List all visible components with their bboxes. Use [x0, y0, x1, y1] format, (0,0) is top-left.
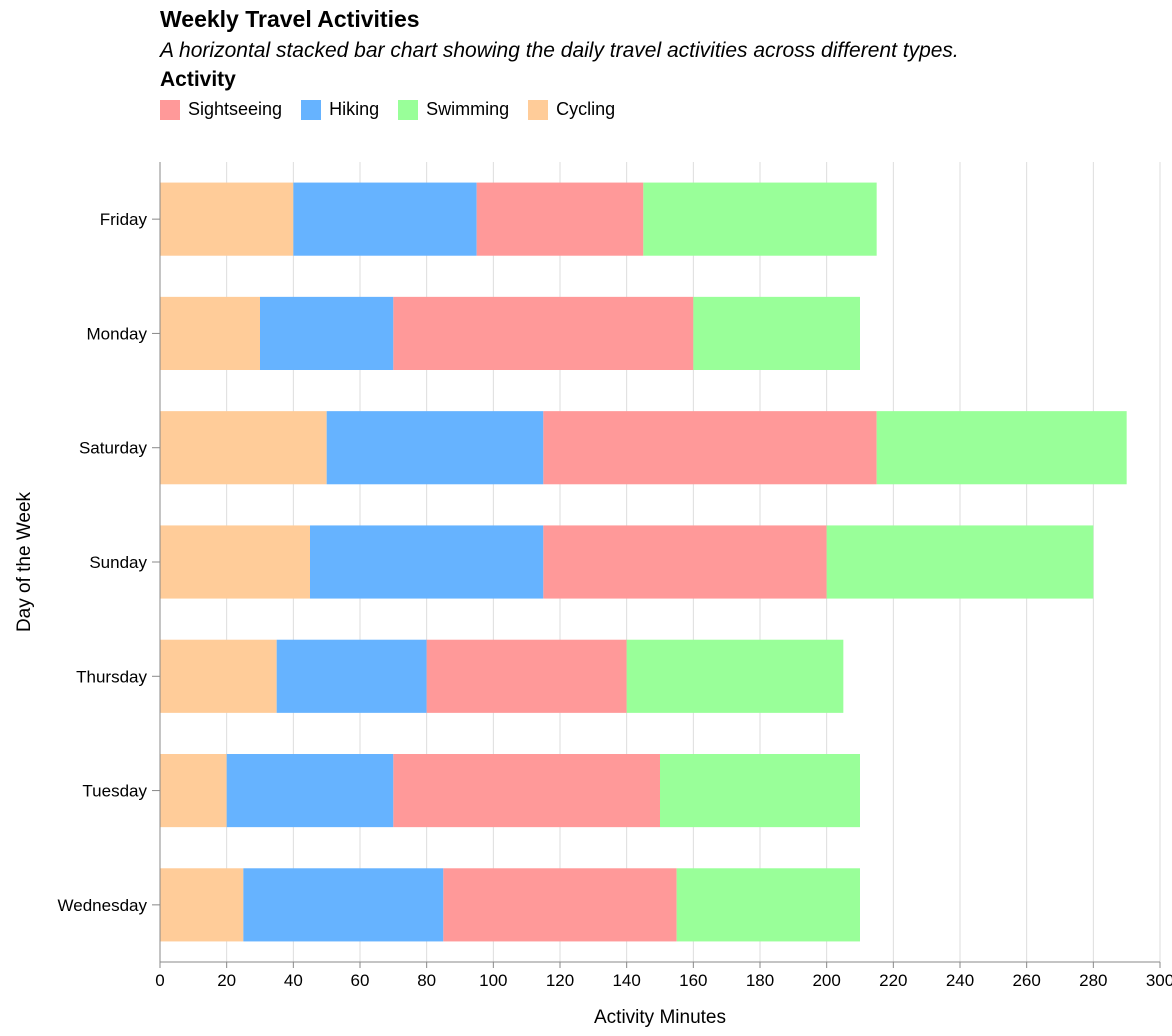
x-tick-label-200: 200 — [812, 971, 840, 990]
x-tick-label-220: 220 — [879, 971, 907, 990]
legend-swatch-swimming — [398, 99, 419, 120]
bar-thursday-cycling[interactable]: Thursday – Cycling: 35 — [160, 639, 277, 713]
legend-label-swimming: Swimming — [426, 99, 510, 119]
y-tick-label-wednesday: Wednesday — [58, 896, 148, 915]
bar-tuesday-swimming[interactable]: Tuesday – Swimming: 60 — [660, 754, 860, 828]
bars-layer: Friday – Cycling: 40Friday – Hiking: 55F… — [160, 182, 1127, 942]
legend-swatch-cycling — [528, 99, 549, 120]
legend-label-cycling: Cycling — [556, 99, 616, 119]
legend-item-cycling[interactable]: Cycling — [528, 99, 615, 120]
y-tick-label-friday: Friday — [100, 210, 148, 229]
x-axis-title: Activity Minutes — [594, 1007, 726, 1028]
x-tick-label-180: 180 — [746, 971, 774, 990]
x-tick-label-40: 40 — [284, 971, 303, 990]
bar-friday-cycling[interactable]: Friday – Cycling: 40 — [160, 182, 294, 256]
y-tick-label-thursday: Thursday — [76, 667, 147, 686]
bar-tuesday-sightseeing[interactable]: Tuesday – Sightseeing: 80 — [393, 754, 660, 828]
x-tick-label-0: 0 — [155, 971, 164, 990]
bar-thursday-hiking[interactable]: Thursday – Hiking: 45 — [276, 639, 427, 713]
chart-title: Weekly Travel Activities — [160, 6, 420, 32]
x-tick-label-20: 20 — [217, 971, 236, 990]
legend-label-hiking: Hiking — [329, 99, 380, 119]
x-tick-label-280: 280 — [1079, 971, 1107, 990]
bar-friday-hiking[interactable]: Friday – Hiking: 55 — [293, 182, 477, 256]
y-tick-label-tuesday: Tuesday — [82, 782, 147, 801]
y-tick-label-sunday: Sunday — [89, 553, 147, 572]
y-tick-label-monday: Monday — [87, 324, 148, 343]
chart-subtitle: A horizontal stacked bar chart showing t… — [160, 39, 959, 62]
legend-swatch-hiking — [301, 99, 322, 120]
y-tick-label-saturday: Saturday — [79, 439, 148, 458]
bar-wednesday-sightseeing[interactable]: Wednesday – Sightseeing: 70 — [443, 868, 677, 942]
bar-sunday-hiking[interactable]: Sunday – Hiking: 70 — [310, 525, 544, 599]
bar-wednesday-swimming[interactable]: Wednesday – Swimming: 55 — [676, 868, 860, 942]
y-axis-title: Day of the Week — [14, 491, 35, 632]
bar-friday-swimming[interactable]: Friday – Swimming: 70 — [643, 182, 877, 256]
bar-wednesday-hiking[interactable]: Wednesday – Hiking: 60 — [243, 868, 444, 942]
legend-label-sightseeing: Sightseeing — [188, 99, 283, 119]
bar-wednesday-cycling[interactable]: Wednesday – Cycling: 25 — [160, 868, 244, 942]
bar-monday-sightseeing[interactable]: Monday – Sightseeing: 90 — [393, 296, 694, 370]
legend-item-swimming[interactable]: Swimming — [398, 99, 509, 120]
bar-friday-sightseeing[interactable]: Friday – Sightseeing: 50 — [476, 182, 644, 256]
legend-item-sightseeing[interactable]: Sightseeing — [160, 99, 282, 120]
bar-sunday-sightseeing[interactable]: Sunday – Sightseeing: 85 — [543, 525, 827, 599]
bar-saturday-hiking[interactable]: Saturday – Hiking: 65 — [326, 411, 544, 485]
bar-thursday-swimming[interactable]: Thursday – Swimming: 65 — [626, 639, 844, 713]
bar-monday-hiking[interactable]: Monday – Hiking: 40 — [260, 296, 394, 370]
axis-layer: Activity Minutes Day of the Week 0 20 40 60… — [14, 162, 1172, 1028]
bar-monday-swimming[interactable]: Monday – Swimming: 50 — [693, 296, 860, 370]
x-tick-label-260: 260 — [1012, 971, 1040, 990]
bar-saturday-sightseeing[interactable]: Saturday – Sightseeing: 100 — [543, 411, 877, 485]
x-tick-label-240: 240 — [946, 971, 974, 990]
x-tick-label-60: 60 — [351, 971, 370, 990]
legend-item-hiking[interactable]: Hiking — [301, 99, 379, 120]
x-tick-label-300: 300 — [1146, 971, 1172, 990]
x-tick-label-100: 100 — [479, 971, 507, 990]
bar-tuesday-cycling[interactable]: Tuesday – Cycling: 20 — [160, 754, 227, 828]
x-tick-label-80: 80 — [417, 971, 436, 990]
bar-saturday-cycling[interactable]: Saturday – Cycling: 50 — [160, 411, 327, 485]
bar-sunday-cycling[interactable]: Sunday – Cycling: 45 — [160, 525, 310, 599]
bar-monday-cycling[interactable]: Monday – Cycling: 30 — [160, 296, 260, 370]
legend: Activity Sightseeing Hiking Swimming Cyc… — [160, 68, 634, 120]
bar-sunday-swimming[interactable]: Sunday – Swimming: 80 — [826, 525, 1094, 599]
legend-swatch-sightseeing — [160, 99, 180, 120]
bar-tuesday-hiking[interactable]: Tuesday – Hiking: 50 — [226, 754, 394, 828]
x-tick-label-160: 160 — [679, 971, 707, 990]
bar-thursday-sightseeing[interactable]: Thursday – Sightseeing: 60 — [426, 639, 627, 713]
legend-items: Sightseeing Hiking Swimming Cycling — [160, 99, 634, 120]
bar-saturday-swimming[interactable]: Saturday – Swimming: 75 — [876, 411, 1127, 485]
x-tick-label-120: 120 — [546, 971, 574, 990]
x-tick-label-140: 140 — [612, 971, 640, 990]
legend-title: Activity — [160, 68, 236, 91]
